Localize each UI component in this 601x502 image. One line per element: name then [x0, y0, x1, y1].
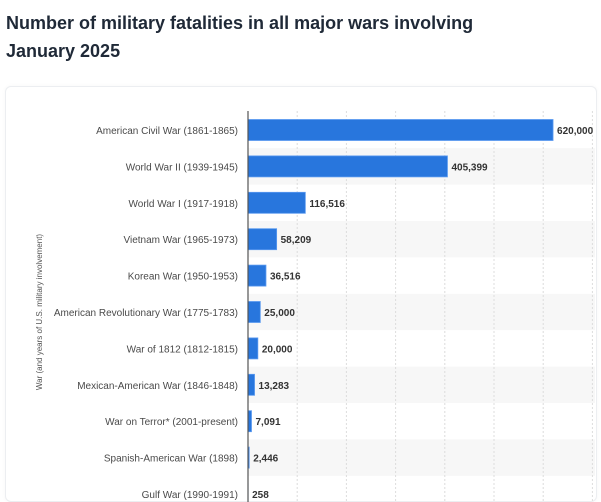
title-line-2: January 2025 — [6, 41, 121, 61]
value-label: 7,091 — [255, 417, 280, 428]
value-label: 20,000 — [262, 344, 293, 355]
bar[interactable] — [247, 119, 554, 141]
row-stripe — [248, 293, 595, 331]
bar[interactable] — [247, 155, 448, 178]
y-axis-label: War (and years of U.S. military involvem… — [35, 234, 44, 391]
value-label: 620,000 — [557, 126, 594, 137]
value-label: 13,283 — [259, 381, 290, 392]
category-label: American Revolutionary War (1775-1783) — [54, 308, 238, 319]
value-label: 2,446 — [253, 454, 278, 465]
category-label: War of 1812 (1812-1815) — [127, 344, 238, 355]
bar[interactable] — [247, 228, 278, 251]
value-label: 405,399 — [451, 162, 488, 173]
row-stripe — [248, 366, 595, 403]
category-label: Mexican-American War (1846-1848) — [77, 381, 238, 392]
bar[interactable] — [247, 373, 255, 396]
value-label: 258 — [252, 490, 269, 501]
value-label: 25,000 — [264, 308, 295, 319]
category-label: Spanish-American War (1898) — [104, 454, 238, 465]
value-label: 116,516 — [309, 199, 345, 210]
chart-title: Number of military fatalities in all maj… — [6, 9, 596, 65]
category-label: Korean War (1950-1953) — [128, 272, 238, 283]
title-line-1: Number of military fatalities in all maj… — [6, 13, 474, 33]
bar[interactable] — [247, 337, 259, 360]
row-stripe — [248, 439, 595, 476]
category-label: Vietnam War (1965-1973) — [123, 235, 238, 246]
category-label: World War I (1917-1918) — [129, 199, 239, 210]
category-label: Gulf War (1990-1991) — [142, 490, 238, 501]
category-label: World War II (1939-1945) — [126, 162, 238, 173]
category-label: War on Terror* (2001-present) — [105, 417, 238, 428]
row-stripe — [248, 221, 595, 258]
value-label: 58,209 — [281, 235, 312, 246]
bar[interactable] — [247, 301, 261, 323]
category-label: American Civil War (1861-1865) — [96, 126, 238, 137]
value-label: 36,516 — [270, 272, 301, 283]
bar[interactable] — [247, 191, 306, 214]
bar[interactable] — [247, 264, 267, 287]
